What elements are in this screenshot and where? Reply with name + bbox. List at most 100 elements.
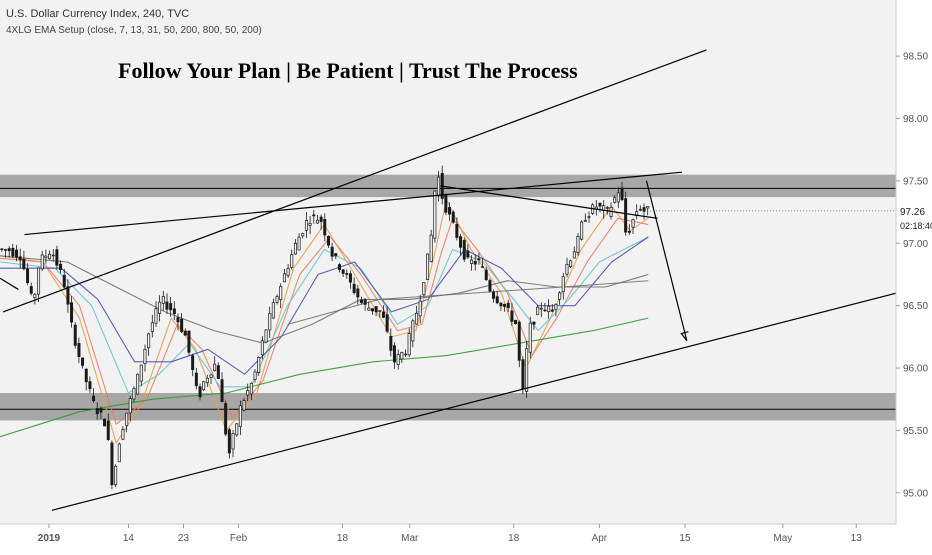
candle (143, 344, 147, 372)
candle (205, 374, 209, 387)
candle-body (642, 207, 646, 212)
candle (304, 212, 308, 238)
candle (404, 349, 408, 357)
candle-body (73, 324, 77, 346)
candle-body (84, 368, 88, 383)
candle-body (139, 364, 143, 382)
candle-body (580, 221, 584, 240)
candle-body (224, 403, 228, 435)
x-tick-label: 18 (337, 533, 349, 544)
last-price-labels: 97.26 02:18:40 (650, 207, 932, 231)
bar-countdown-label: 02:18:40 (900, 221, 932, 231)
candle-body (216, 365, 220, 379)
candle-body (326, 235, 330, 246)
candle-body (550, 309, 554, 312)
candle-body (99, 408, 103, 413)
candle (62, 268, 66, 289)
candle (125, 412, 129, 433)
candle (481, 257, 485, 268)
candle-body (110, 442, 114, 486)
candle-body (495, 296, 499, 304)
candle (444, 193, 448, 216)
candle (407, 328, 411, 358)
chart-title: U.S. Dollar Currency Index, 240, TVC (6, 8, 190, 20)
candle-body (323, 218, 327, 236)
x-tick-label: 15 (679, 533, 691, 544)
candle (213, 356, 217, 372)
candle-body (213, 363, 217, 372)
candle (51, 249, 55, 262)
y-tick-label: 97.50 (903, 176, 928, 187)
candle-body (132, 388, 136, 400)
candle-body (231, 433, 235, 450)
candle (136, 373, 140, 395)
candle-body (503, 303, 507, 307)
candle (121, 426, 125, 441)
candle-body (521, 359, 525, 390)
candle-body (499, 302, 503, 307)
candle (275, 294, 279, 305)
candle (103, 418, 107, 427)
candle-body (613, 197, 617, 203)
candle (202, 381, 206, 392)
candle-body (400, 352, 404, 360)
trendline-2 (51, 292, 897, 511)
candle (176, 313, 180, 331)
candle (330, 242, 334, 261)
candle (180, 313, 184, 333)
candle-body (367, 307, 371, 311)
candle (536, 304, 540, 316)
candle (466, 244, 470, 259)
candle-body (330, 246, 334, 257)
candle-body (22, 258, 26, 270)
candle-body (169, 303, 173, 311)
candle (312, 209, 316, 224)
candle-body (437, 176, 441, 196)
candle-body (198, 386, 202, 398)
candle (242, 397, 246, 412)
candle (580, 220, 584, 241)
candle-body (66, 286, 70, 305)
candle-body (183, 330, 187, 336)
candle-body (77, 343, 81, 357)
price-axis: 95.00 95.50 96.00 96.50 97.00 97.50 98.00 98.50 (896, 52, 928, 499)
candle-body (587, 216, 591, 218)
candle (165, 293, 169, 315)
candle (459, 233, 463, 256)
candle (415, 305, 419, 325)
candle (128, 395, 132, 421)
candle-body (466, 250, 470, 258)
candle (326, 235, 330, 248)
candle-body (209, 374, 213, 378)
candle (631, 218, 635, 234)
candle-body (510, 310, 514, 322)
candle-body (7, 248, 11, 252)
chart-annotation: Follow Your Plan | Be Patient | Trust Th… (118, 58, 578, 83)
candle (400, 351, 404, 363)
trendline-0 (2, 49, 707, 313)
zone-1 (0, 393, 896, 421)
candle (48, 250, 52, 260)
candle (583, 213, 587, 222)
candle (37, 267, 41, 303)
candle-body (51, 254, 55, 257)
candle-body (62, 274, 66, 288)
ema_200-line (0, 255, 649, 344)
candle (260, 336, 264, 360)
candle (158, 295, 162, 322)
candle-body (356, 288, 360, 298)
candle-body (528, 322, 532, 353)
candle (528, 316, 532, 359)
candle (525, 340, 529, 398)
candle-body (561, 276, 565, 293)
candle (216, 362, 220, 379)
y-tick-label: 96.50 (903, 301, 928, 312)
candle (297, 233, 301, 251)
candle-body (117, 443, 121, 463)
candle (66, 279, 70, 313)
candle-body (88, 381, 92, 390)
candle-body (532, 321, 536, 325)
candle-body (481, 266, 485, 268)
candle (92, 388, 96, 403)
